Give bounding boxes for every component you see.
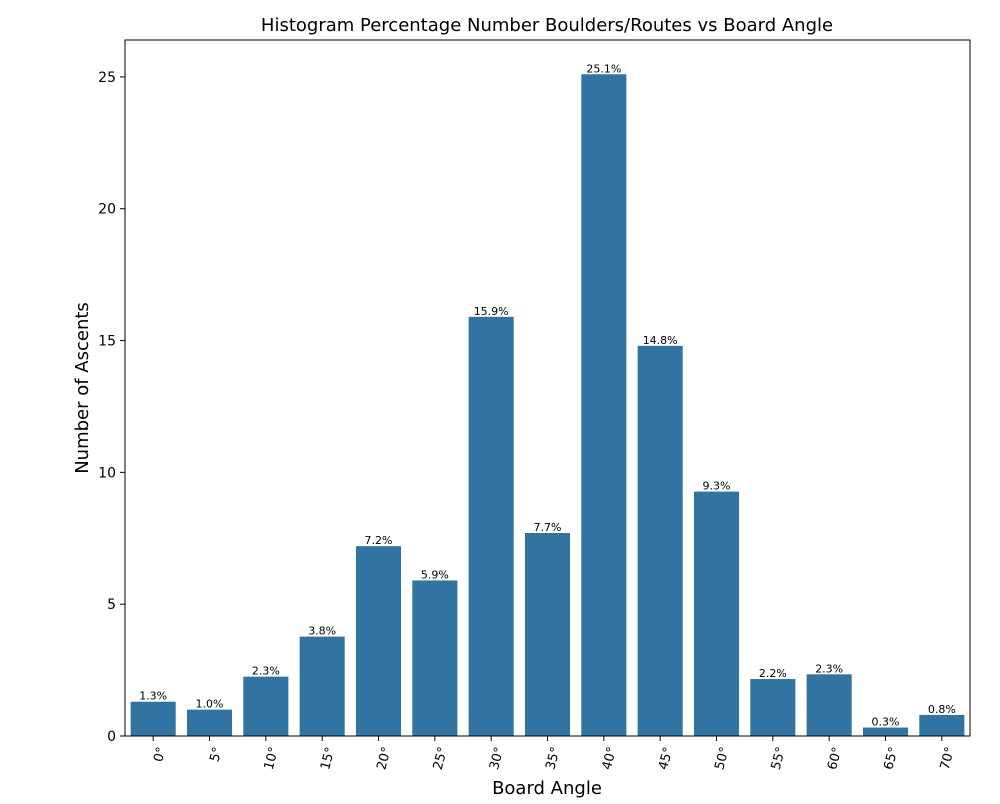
x-tick-label: 15° (318, 745, 338, 771)
x-axis-label: Board Angle (492, 778, 602, 799)
bar (299, 636, 345, 736)
x-tick-label: 55° (769, 745, 789, 771)
bar-value-label: 7.2% (365, 534, 393, 547)
x-tick-label: 0° (151, 745, 169, 763)
y-tick-label: 15 (98, 334, 116, 350)
bar-value-label: 9.3% (703, 480, 731, 493)
bar (919, 714, 965, 736)
y-tick-label: 10 (98, 465, 116, 481)
bar (637, 345, 683, 736)
y-tick-label: 0 (107, 729, 116, 745)
bar-value-label: 0.8% (928, 703, 956, 716)
bars-layer (130, 74, 965, 736)
y-tick-label: 25 (98, 70, 116, 86)
bar (412, 580, 458, 736)
bar-value-label: 25.1% (586, 62, 621, 75)
x-tick-label: 40° (600, 745, 620, 771)
bar-value-label: 0.3% (872, 716, 900, 729)
y-tick-label: 5 (107, 597, 116, 613)
y-axis-label: Number of Ascents (72, 302, 93, 474)
bar-value-label: 5.9% (421, 568, 449, 581)
bar (355, 546, 402, 736)
x-tick-label: 10° (262, 745, 282, 771)
bar (186, 709, 233, 736)
bar (130, 701, 176, 736)
bar (524, 533, 571, 736)
plot-frame (124, 39, 971, 737)
bar-value-label: 2.3% (815, 662, 843, 675)
x-tick-label: 35° (543, 745, 563, 771)
x-tick-label: 30° (487, 745, 507, 771)
bar-value-label: 2.2% (759, 667, 787, 680)
bar-value-label: 15.9% (474, 305, 509, 318)
x-tick-label: 45° (656, 745, 676, 771)
x-tick-label: 25° (431, 745, 451, 771)
bar-value-label: 2.3% (252, 665, 280, 678)
bar (862, 727, 909, 736)
x-tick-label: 60° (825, 745, 845, 771)
bar (468, 316, 514, 736)
chart-title: Histogram Percentage Number Boulders/Rou… (261, 15, 833, 36)
x-tick-label: 65° (881, 745, 901, 771)
bar (806, 674, 852, 736)
bar (581, 74, 627, 736)
y-axis-ticks: 0 5 10 15 20 25 (98, 70, 125, 745)
x-tick-label: 50° (712, 745, 732, 771)
bar (243, 676, 289, 736)
bar-value-label: 1.3% (139, 690, 167, 703)
bar-value-label: 7.7% (534, 521, 562, 534)
x-axis-ticks: 0° 5° 10° 15° 20° 25° 30° 35° 40° 45° 50° 55° 60° 65°… (151, 736, 958, 772)
bar-value-label: 14.8% (643, 334, 678, 347)
bar (750, 679, 796, 736)
x-tick-label: 5° (208, 745, 226, 763)
x-tick-label: 20° (374, 745, 394, 771)
x-tick-label: 70° (938, 745, 958, 771)
bar (693, 491, 740, 736)
bar-labels-layer: 1.3% 1.0% 2.3% 3.8% 7.2% 5.9% 15.9% 7.7% 25.1% 14… (139, 62, 956, 728)
bar-value-label: 1.0% (196, 698, 224, 711)
y-tick-label: 20 (98, 202, 116, 218)
bar-value-label: 3.8% (308, 625, 336, 638)
